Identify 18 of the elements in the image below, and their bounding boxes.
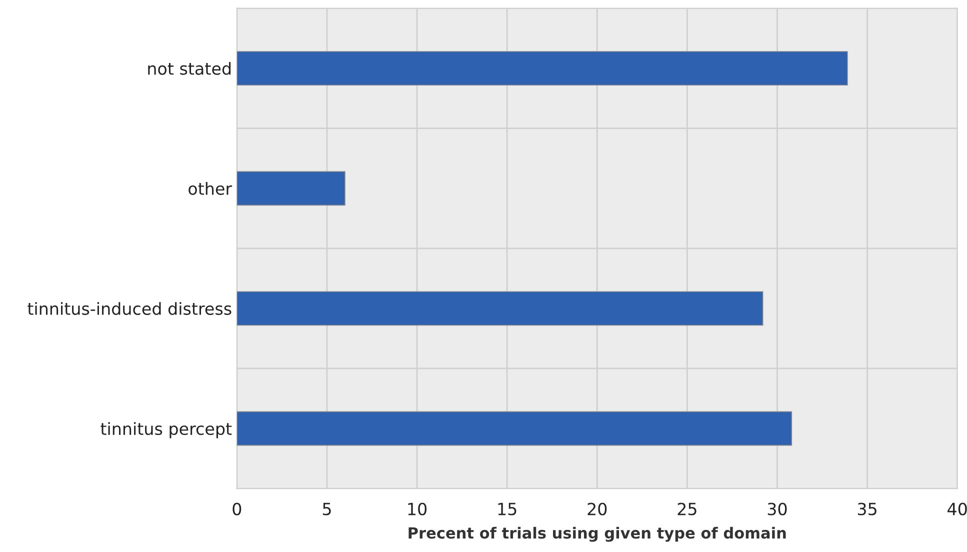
y-tick-label: tinnitus percept: [100, 422, 232, 438]
x-tick-label: 30: [768, 502, 787, 516]
x-tick-label: 15: [498, 502, 516, 516]
x-tick-label: 40: [948, 502, 967, 516]
bar: [236, 171, 346, 206]
bar: [236, 51, 848, 86]
bar: [236, 291, 764, 326]
y-tick-label: not stated: [148, 62, 231, 75]
y-tick-label: other: [188, 182, 232, 195]
bar: [236, 411, 792, 446]
x-tick-label: 25: [678, 502, 696, 516]
x-tick-label: 35: [858, 502, 876, 516]
x-tick-label: 5: [322, 502, 331, 516]
x-tick-label: 10: [408, 502, 427, 516]
x-tick-label: 0: [232, 502, 242, 516]
x-axis-title: Precent of trials using given type of domain: [408, 526, 786, 542]
x-tick-label: 20: [588, 502, 607, 516]
y-tick-label: tinnitus-induced distress: [28, 302, 232, 315]
